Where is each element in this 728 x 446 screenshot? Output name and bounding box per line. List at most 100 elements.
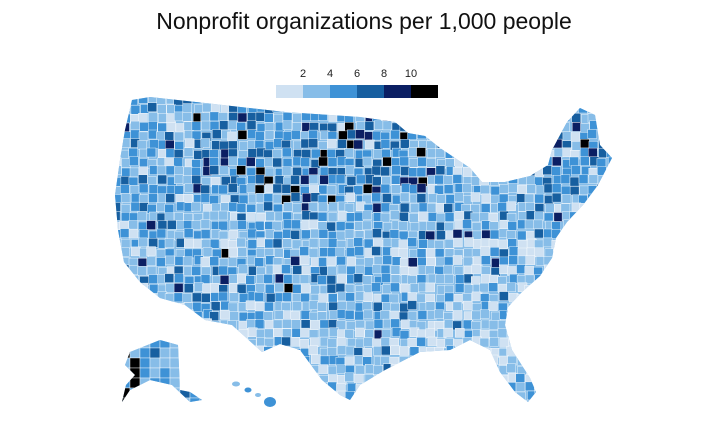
county-cell [488,111,498,122]
county-cell [399,392,409,402]
county-cell [115,357,121,367]
county-cell [506,392,517,402]
county-cell [579,97,589,104]
county-cell [229,373,239,383]
county-cell [508,174,518,184]
county-cell [165,283,176,293]
county-cell [220,328,230,338]
county-cell [471,157,482,167]
county-cell [356,174,366,185]
county-cell [202,337,213,347]
county-cell [506,382,517,392]
county-cell [362,194,372,205]
county-cell [525,255,535,265]
county-cell [407,122,417,132]
county-cell [210,382,220,392]
county-cell [534,338,544,349]
county-cell [571,391,582,401]
county-cell [444,400,454,402]
county-cell [446,121,456,132]
county-cell [536,120,546,131]
county-cell [202,375,212,385]
contiguous-us [115,97,612,411]
county-cell [328,293,338,303]
county-cell [407,292,417,302]
county-cell [607,374,612,384]
county-cell [272,193,283,204]
county-cell [608,356,612,366]
county-cell [165,148,176,158]
county-cell [454,121,464,131]
county-cell [164,293,175,303]
county-cell [327,381,337,392]
county-cell [497,140,508,151]
county-cell [183,121,194,132]
county-cell [417,372,427,383]
county-cell [542,140,553,151]
county-cell [390,274,401,284]
county-cell [480,97,491,103]
county-cell [436,194,446,204]
county-cell [435,274,445,284]
county-cell [605,328,612,338]
county-cell [327,247,337,257]
county-cell [281,372,292,383]
county-cell [209,256,219,266]
county-cell [175,123,186,133]
county-cell [399,346,409,356]
county-cell [554,347,564,357]
county-cell [578,356,588,367]
county-cell [380,97,390,104]
county-cell [525,202,535,212]
county-cell [121,282,131,293]
hawaii-island [244,387,252,393]
county-cell [115,366,121,376]
county-cell [193,365,204,376]
county-cell [462,157,472,168]
county-cell [157,402,166,411]
county-cell [544,374,554,385]
county-cell [247,148,258,158]
county-cell [518,401,528,402]
county-cell [192,330,203,340]
county-cell [517,230,527,241]
county-cell [598,121,608,131]
county-cell [200,184,210,195]
county-cell [551,192,562,203]
county-cell [156,228,167,239]
county-cell [607,121,612,131]
county-cell [407,275,417,285]
county-cell [416,293,426,304]
county-cell [419,383,429,393]
county-cell [607,139,612,150]
county-cell [115,186,122,196]
county-cell [551,229,561,239]
county-cell [580,399,590,402]
county-cell [318,97,328,105]
county-cell [499,130,510,140]
county-cell [408,97,419,104]
county-cell [121,329,132,340]
county-cell [327,365,338,376]
county-cell [598,293,609,303]
county-cell [264,301,274,312]
county-cell [463,97,474,106]
county-cell [535,256,546,266]
county-cell [211,365,222,375]
county-cell [221,391,231,402]
county-cell [506,346,516,356]
county-cell [272,183,283,194]
county-cell [148,184,159,194]
county-cell [247,401,258,402]
county-cell [238,373,248,383]
county-cell [498,150,508,160]
county-cell [291,372,301,383]
county-cell [255,374,266,384]
county-cell [580,147,590,158]
alaska-county-cell [169,377,181,389]
county-cell [182,327,192,338]
county-cell [344,329,354,339]
county-cell [587,129,597,139]
county-cell [354,391,364,401]
alaska-county-cell [169,367,181,379]
